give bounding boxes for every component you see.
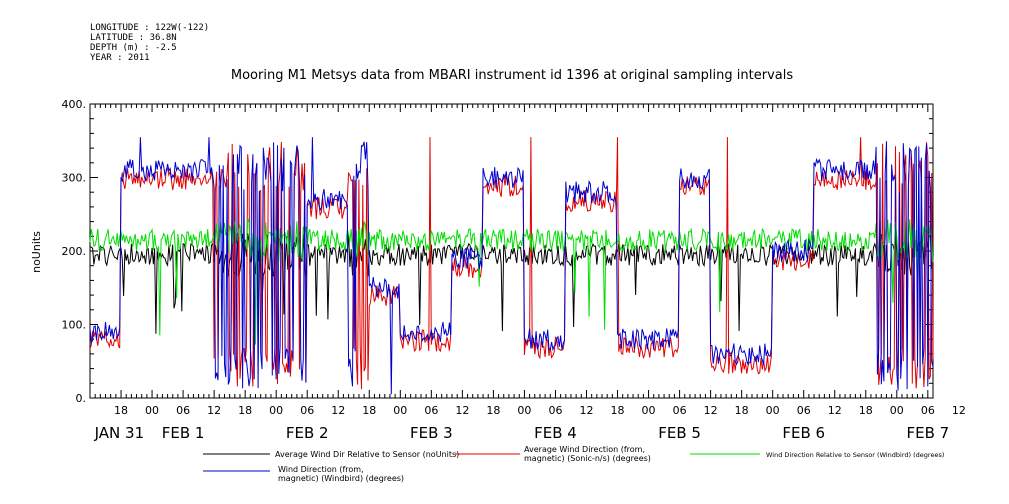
x-date-label: FEB 2 — [286, 424, 329, 442]
legend-label-avg-mag: Average Wind Direction (from, magnetic) … — [524, 445, 651, 463]
x-hour-label: 18 — [859, 404, 873, 417]
legend-label-windbird-mag-line1: Wind Direction (from, — [278, 465, 364, 474]
x-hour-label: 00 — [393, 404, 407, 417]
x-hour-label: 00 — [642, 404, 656, 417]
x-hour-label: 06 — [797, 404, 811, 417]
x-hour-label: 12 — [455, 404, 469, 417]
x-hour-label: 18 — [238, 404, 252, 417]
x-hour-label: 00 — [890, 404, 904, 417]
y-axis-label: noUnits — [30, 231, 43, 273]
axis-labels: 0. 100. 200. 300. 400. 18 00 06 12 18 00 06 12 18 00 06… — [62, 98, 966, 442]
x-hour-label: 06 — [921, 404, 935, 417]
legend: Average Wind Dir Relative to Sensor (noU… — [203, 445, 944, 483]
x-date-label: FEB 5 — [658, 424, 701, 442]
header-longitude: LONGITUDE : 122W(-122) — [90, 23, 209, 33]
x-hour-label: 18 — [735, 404, 749, 417]
legend-label-windbird-mag: Wind Direction (from, magnetic) (Windbir… — [278, 465, 404, 483]
legend-label-avg-mag-line2: magnetic) (Sonic-n/s) (degrees) — [524, 454, 651, 463]
x-hour-label: 18 — [486, 404, 500, 417]
y-tick-label: 400. — [62, 98, 87, 111]
y-tick-label: 200. — [62, 245, 87, 258]
legend-label-avg-rel: Average Wind Dir Relative to Sensor (noU… — [275, 450, 459, 459]
x-hour-label: 18 — [362, 404, 376, 417]
chart-title: Mooring M1 Metsys data from MBARI instru… — [231, 68, 793, 83]
x-hour-label: 12 — [704, 404, 718, 417]
x-hour-label: 12 — [952, 404, 966, 417]
legend-label-windbird-mag-line2: magnetic) (Windbird) (degrees) — [278, 474, 404, 483]
series-line-3 — [89, 137, 934, 395]
x-date-label: JAN 31 — [94, 424, 145, 442]
x-date-label: FEB 6 — [782, 424, 825, 442]
series-line-0 — [89, 233, 934, 334]
x-hour-label: 12 — [828, 404, 842, 417]
x-hour-label: 18 — [114, 404, 128, 417]
x-date-label: FEB 1 — [162, 424, 205, 442]
header-depth: DEPTH (m) : -2.5 — [90, 43, 177, 53]
x-hour-label: 06 — [673, 404, 687, 417]
x-hour-label: 06 — [176, 404, 190, 417]
header-year: YEAR : 2011 — [90, 53, 150, 63]
x-hour-label: 00 — [269, 404, 283, 417]
x-hour-label: 12 — [207, 404, 221, 417]
x-hour-label: 06 — [300, 404, 314, 417]
x-date-label: FEB 7 — [906, 424, 949, 442]
y-tick-label: 100. — [62, 319, 87, 332]
header-latitude: LATITUDE : 36.8N — [90, 33, 177, 43]
x-hour-label: 00 — [517, 404, 531, 417]
x-hour-label: 12 — [579, 404, 593, 417]
legend-label-avg-mag-line1: Average Wind Direction (from, — [524, 445, 645, 454]
x-hour-label: 06 — [548, 404, 562, 417]
series-line-2 — [89, 217, 934, 345]
x-date-label: FEB 3 — [410, 424, 453, 442]
x-hour-label: 00 — [766, 404, 780, 417]
x-hour-label: 12 — [331, 404, 345, 417]
y-tick-label: 300. — [62, 172, 87, 185]
axis-ticks — [89, 103, 934, 399]
x-date-label: FEB 4 — [534, 424, 577, 442]
plot-area — [89, 137, 934, 395]
legend-label-windbird-rel: Wind Direction Relative to Sensor (Windb… — [766, 451, 944, 459]
y-tick-label: 0. — [76, 392, 87, 405]
x-hour-label: 18 — [611, 404, 625, 417]
x-hour-label: 06 — [424, 404, 438, 417]
x-hour-label: 00 — [145, 404, 159, 417]
